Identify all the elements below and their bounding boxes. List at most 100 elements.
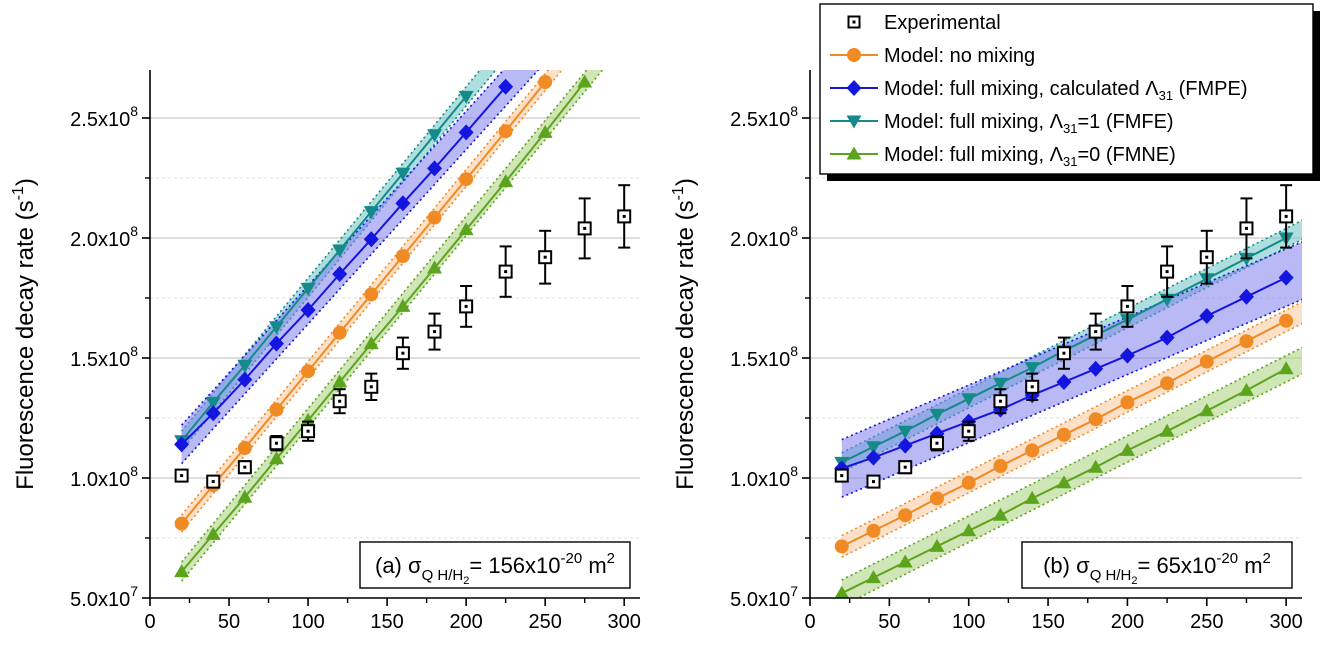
marker-center — [504, 270, 508, 274]
legend-entry-exp: Experimental — [847, 12, 1001, 34]
legend-label-subscript: 31 — [1063, 121, 1077, 136]
band-upper-fmpe — [181, 70, 505, 426]
point-fmpe — [205, 405, 221, 422]
legend-label: Model: no mixing — [884, 45, 1035, 67]
x-tick-label: 0 — [144, 611, 155, 633]
point-experimental — [427, 324, 442, 339]
legend-label-subscript: 31 — [1159, 88, 1173, 103]
point-fmne — [205, 526, 221, 540]
point-nomix — [1199, 354, 1214, 369]
point-fmne — [300, 412, 316, 426]
point-nomix — [427, 210, 442, 225]
annotation-subscript: Q H/H — [1090, 567, 1132, 584]
series-line-fmne — [841, 367, 1287, 595]
point-fmne — [834, 585, 849, 598]
y-tick-label: 1.5x108 — [730, 343, 798, 371]
y-tick-label: 1.5x108 — [70, 343, 138, 371]
point-fmfe — [427, 129, 443, 143]
marker-center — [903, 465, 907, 469]
y-tick-label: 5.0x107 — [730, 583, 798, 611]
point-experimental — [538, 250, 553, 265]
point-experimental — [617, 209, 632, 224]
y-tick-exponent: 8 — [130, 343, 138, 359]
point-experimental — [174, 468, 189, 483]
series-line-nomix — [180, 81, 546, 525]
point-nomix — [834, 539, 849, 554]
point-fmpe — [865, 449, 881, 466]
y-tick-mantissa: 2.5x10 — [730, 109, 790, 131]
point-fmne — [1159, 423, 1175, 437]
plot-area — [834, 219, 1302, 598]
y-tick-label: 2.5x108 — [70, 103, 138, 131]
point-fmfe — [929, 408, 945, 422]
point-fmpe — [300, 302, 316, 318]
legend-label-text: Model: no mixing — [884, 45, 1035, 67]
point-experimental — [577, 221, 592, 236]
point-nomix — [237, 441, 252, 455]
marker-center — [967, 429, 971, 433]
marker-center — [583, 226, 587, 230]
legend-label-text: Experimental — [884, 12, 1001, 34]
y-tick-exponent: 8 — [790, 223, 798, 239]
point-experimental — [459, 299, 474, 314]
annotation-exponent: -20 — [1216, 550, 1238, 567]
point-fmfe — [992, 377, 1008, 391]
point-nomix — [395, 249, 410, 263]
y-tick-mantissa: 1.5x10 — [70, 349, 130, 371]
y-axis-label: Fluorescence decay rate (s-1) — [10, 178, 39, 490]
point-fmne — [498, 174, 514, 188]
panel-a: 0 50 100 150 200 250 3005.0x1071.0x1081.5x1082… — [10, 70, 641, 633]
marker-center — [1030, 385, 1034, 389]
point-fmfe — [332, 244, 348, 258]
marker-outer — [847, 15, 861, 29]
y-axis-label-main: Fluorescence decay rate (s — [672, 200, 699, 489]
annotation-unit-exponent: 2 — [607, 550, 615, 567]
x-ticks: 0 50 100 150 200 250 300 — [804, 598, 1303, 633]
marker-center — [433, 330, 437, 334]
marker-center — [369, 385, 373, 389]
y-tick-label: 5.0x107 — [70, 583, 138, 611]
x-tick-label: 0 — [804, 611, 815, 633]
panel-annotation: (b) σQ H/H2= 65x10-20 m2 — [1021, 541, 1293, 589]
annotation-value: = 65x10 — [1137, 553, 1216, 578]
annotation-value: = 156x10 — [469, 553, 560, 578]
y-tick-exponent: 8 — [790, 103, 798, 119]
marker-center — [871, 480, 875, 484]
y-tick-mantissa: 2.5x10 — [70, 109, 130, 131]
y-axis-label: Fluorescence decay rate (s-1) — [670, 178, 699, 490]
legend: Experimental Model: no mixing Model: full … — [819, 3, 1320, 181]
y-axis-label-exponent: -1 — [10, 186, 27, 200]
point-fmfe — [205, 396, 221, 410]
point-fmne — [363, 336, 379, 350]
x-tick-label: 150 — [1031, 611, 1064, 633]
legend-label-text: Model: full mixing, Λ — [884, 111, 1064, 133]
point-fmne — [395, 298, 411, 312]
x-tick-label: 50 — [218, 611, 240, 633]
point-fmne — [1119, 442, 1135, 456]
point-nomix — [1120, 395, 1135, 410]
point-experimental — [237, 460, 252, 475]
point-experimental — [961, 424, 976, 439]
point-experimental — [1025, 379, 1040, 394]
point-nomix — [301, 364, 316, 379]
point-nomix — [1160, 376, 1175, 391]
point-fmpe — [1199, 308, 1215, 324]
x-tick-label: 100 — [952, 611, 985, 633]
marker-center — [935, 441, 939, 445]
annotation-subscript-2: 2 — [463, 575, 469, 587]
band-lower-fmpe — [841, 298, 1302, 498]
panel-annotation: (a) σQ H/H2= 156x10-20 m2 — [359, 541, 631, 589]
point-experimental — [1088, 324, 1103, 339]
marker-center — [338, 399, 342, 403]
point-fmfe — [961, 393, 977, 407]
panel-b: 0 50 100 150 200 250 3005.0x1071.0x1081.5x1082… — [670, 70, 1303, 633]
point-fmne — [332, 374, 348, 388]
annotation-unit-exponent: 2 — [1263, 550, 1271, 567]
y-tick-mantissa: 5.0x10 — [730, 589, 790, 611]
y-axis-label-close: ) — [672, 178, 699, 186]
legend-entry-fmfe: Model: full mixing, Λ31=1 (FMFE) — [830, 111, 1174, 136]
marker-center — [1205, 255, 1209, 259]
point-fmfe — [1024, 362, 1040, 376]
